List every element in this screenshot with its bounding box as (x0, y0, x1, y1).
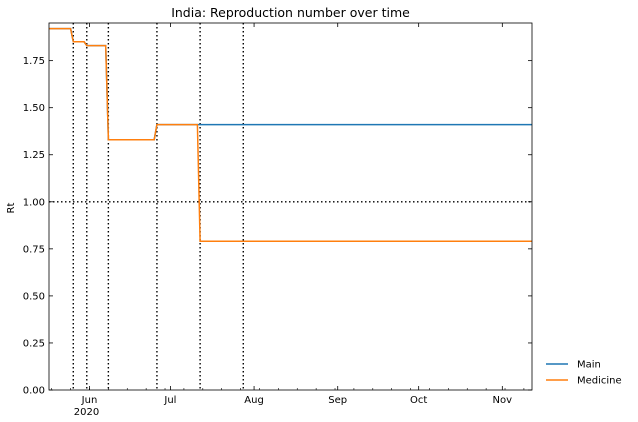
y-axis-label: Rt (6, 202, 17, 213)
series-lines (49, 27, 532, 243)
y-tick-label: 0.50 (23, 291, 45, 302)
y-tick-label: 0.75 (23, 244, 45, 255)
reference-lines (49, 23, 532, 390)
legend-label-main: Main (577, 360, 601, 371)
series-line-medicine (49, 27, 532, 243)
y-tick-label: 0.25 (23, 338, 45, 349)
x-tick-label: Nov (493, 395, 513, 406)
x-tick-label: Sep (328, 395, 347, 406)
legend-label-medicine: Medicine (577, 376, 622, 387)
y-tick-label: 1.00 (23, 197, 45, 208)
plot-frame (48, 22, 533, 391)
series-line-main (49, 27, 532, 141)
x-tick-sublabel: 2020 (74, 407, 99, 418)
x-tick-label: Jul (163, 395, 176, 406)
x-tick-label: Oct (410, 395, 427, 406)
legend: Main Medicine (546, 360, 622, 387)
y-tick-label: 1.75 (23, 56, 45, 67)
x-tick-label: Aug (244, 395, 264, 406)
y-tick-label: 1.50 (23, 103, 45, 114)
y-tick-label: 0.00 (23, 386, 45, 397)
y-tick-label: 1.25 (23, 150, 45, 161)
x-tick-label: Jun (81, 395, 98, 406)
chart-title: India: Reproduction number over time (171, 5, 410, 20)
